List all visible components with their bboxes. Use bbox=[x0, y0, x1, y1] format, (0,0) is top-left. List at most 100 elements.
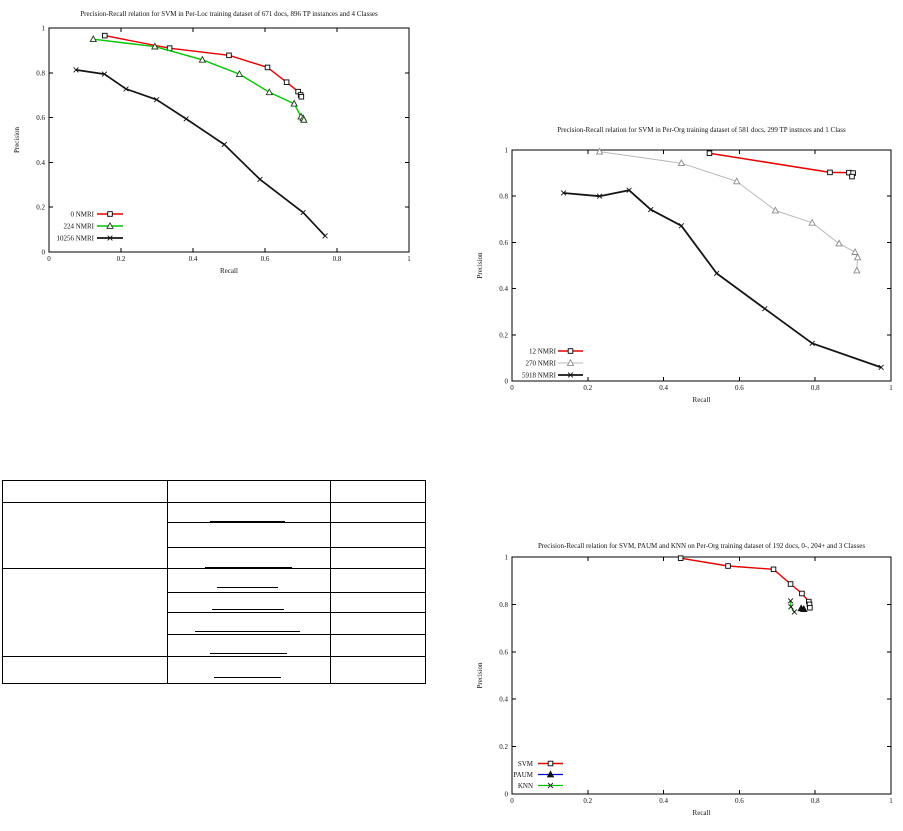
table-column-divider bbox=[167, 481, 168, 683]
y-tick-label: 0.6 bbox=[499, 648, 508, 656]
x-tick-label: 0.2 bbox=[583, 384, 592, 392]
x-tick-label: 0.2 bbox=[117, 255, 126, 263]
x-tick-label: 0.4 bbox=[659, 797, 668, 805]
data-point-marker-square bbox=[102, 32, 108, 39]
data-point-marker-triangle bbox=[106, 221, 114, 229]
y-tick-label: 0.8 bbox=[499, 601, 508, 609]
y-tick-label: 0.6 bbox=[499, 239, 508, 247]
data-point-marker-square bbox=[283, 79, 290, 85]
x-axis-label: Recall bbox=[693, 809, 711, 817]
chart-title: Precision-Recall relation for SVM in Per… bbox=[557, 126, 846, 134]
y-tick-label: 0 bbox=[505, 378, 509, 386]
y-tick-label: 0.8 bbox=[36, 69, 45, 77]
x-tick-label: 0 bbox=[47, 255, 51, 263]
chart-title: Precision-Recall relation for SVM in Per… bbox=[80, 10, 378, 18]
x-tick-label: 0.6 bbox=[735, 797, 744, 805]
data-point-marker-triangle bbox=[835, 239, 843, 247]
data-point-marker-triangle bbox=[265, 88, 274, 96]
data-point-marker-x bbox=[809, 340, 815, 347]
y-tick-label: 1 bbox=[42, 25, 46, 33]
table-subrow-divider bbox=[167, 547, 425, 548]
data-point-marker-x bbox=[878, 364, 884, 371]
data-point-marker-x bbox=[547, 782, 554, 789]
table-subrow-divider bbox=[167, 522, 425, 523]
x-tick-label: 0.2 bbox=[583, 797, 592, 805]
data-point-marker-triangle-filled bbox=[546, 770, 555, 778]
legend-label: 12 NMRI bbox=[529, 348, 557, 356]
data-point-marker-square bbox=[827, 169, 833, 176]
x-tick-label: 0 bbox=[510, 797, 514, 805]
data-point-marker-triangle bbox=[853, 266, 861, 274]
data-point-marker-x bbox=[791, 609, 798, 615]
data-point-marker-x bbox=[123, 86, 129, 92]
data-point-marker-x bbox=[322, 233, 328, 239]
table-column-divider bbox=[330, 481, 331, 683]
plot-canvas: 0 0.2 0.4 0.6 0.8 1 0 0.2 0.4 0.6 0.8 1 Recall Precis… bbox=[476, 147, 893, 405]
data-point-marker-triangle bbox=[290, 99, 298, 107]
x-tick-label: 0.8 bbox=[811, 384, 820, 392]
data-point-marker-x bbox=[596, 193, 603, 199]
x-tick-label: 0.8 bbox=[333, 255, 342, 263]
data-point-marker-square bbox=[799, 590, 805, 597]
legend-label: 270 NMRI bbox=[525, 360, 556, 368]
x-tick-label: 1 bbox=[889, 384, 893, 392]
y-tick-label: 0.8 bbox=[499, 193, 508, 201]
chart-per-org-581-svm: Precision-Recall relation for SVM in Per… bbox=[470, 122, 903, 410]
plot-border bbox=[48, 27, 410, 253]
data-point-marker-x bbox=[626, 187, 632, 193]
data-point-marker-triangle bbox=[851, 247, 859, 255]
data-point-marker-square bbox=[677, 555, 684, 561]
data-point-marker-triangle bbox=[808, 218, 816, 226]
x-axis-label: Recall bbox=[693, 396, 711, 404]
table-subrow-divider bbox=[167, 634, 425, 635]
data-point-marker-square bbox=[706, 150, 713, 156]
legend-label: 224 NMRI bbox=[63, 223, 94, 231]
data-point-marker-x bbox=[183, 116, 189, 122]
data-point-marker-square bbox=[787, 581, 794, 587]
series-line bbox=[599, 151, 859, 271]
data-point-marker-square bbox=[226, 52, 232, 59]
cell-underline bbox=[205, 567, 292, 568]
cell-underline bbox=[212, 609, 284, 610]
x-tick-label: 0 bbox=[510, 384, 514, 392]
x-tick-label: 0.4 bbox=[189, 255, 198, 263]
data-point-marker-triangle bbox=[853, 253, 862, 261]
data-point-marker-x bbox=[788, 604, 794, 610]
plot-border bbox=[511, 556, 892, 795]
data-point-marker-square bbox=[547, 760, 554, 767]
y-axis-label: Precision bbox=[476, 252, 484, 279]
x-axis-label: Recall bbox=[220, 267, 238, 275]
legend-label: 10256 NMRI bbox=[56, 235, 94, 243]
legend-label: 0 NMRI bbox=[70, 211, 94, 219]
y-tick-label: 1 bbox=[505, 147, 509, 155]
results-table bbox=[2, 480, 426, 684]
y-tick-label: 0.2 bbox=[499, 743, 508, 751]
data-point-marker-triangle bbox=[595, 147, 604, 155]
data-point-marker-x bbox=[567, 372, 574, 378]
data-point-marker-square bbox=[298, 94, 305, 100]
y-axis-label: Precision bbox=[476, 662, 484, 689]
table-row-divider bbox=[3, 568, 425, 569]
chart-per-loc-svm: Precision-Recall relation for SVM in Per… bbox=[10, 6, 430, 284]
plot-canvas: 0 0.2 0.4 0.6 0.8 1 0 0.2 0.4 0.6 0.8 1 Recall Precis… bbox=[476, 554, 893, 818]
y-tick-label: 0.4 bbox=[499, 696, 508, 704]
data-point-marker-triangle bbox=[198, 55, 207, 63]
data-point-marker-x bbox=[787, 598, 794, 604]
chart-per-org-192-svm-paum-knn: Precision-Recall relation for SVM, PAUM … bbox=[470, 536, 903, 829]
data-point-marker-triangle bbox=[771, 206, 780, 214]
y-tick-label: 1 bbox=[505, 554, 509, 562]
data-point-marker-square bbox=[567, 348, 574, 354]
x-tick-label: 1 bbox=[407, 255, 411, 263]
data-point-marker-x bbox=[221, 141, 228, 148]
y-tick-label: 0.2 bbox=[499, 331, 508, 339]
data-point-marker-triangle bbox=[89, 35, 98, 43]
series-line bbox=[563, 189, 882, 369]
legend-label: KNN bbox=[518, 782, 533, 790]
x-tick-label: 1 bbox=[889, 797, 893, 805]
data-point-marker-triangle bbox=[151, 42, 159, 50]
data-point-marker-x bbox=[153, 96, 160, 103]
y-tick-label: 0.2 bbox=[36, 204, 45, 212]
data-point-marker-triangle bbox=[300, 115, 308, 123]
cell-underline bbox=[210, 653, 287, 654]
